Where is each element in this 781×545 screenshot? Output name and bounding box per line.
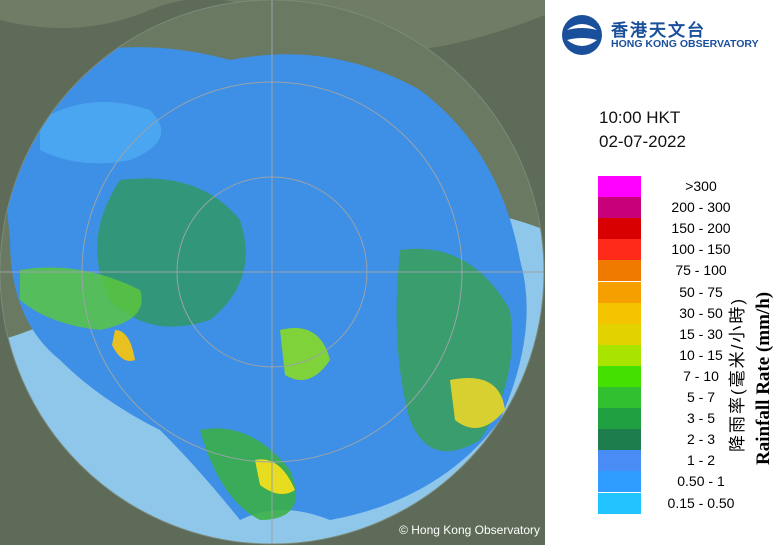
legend-title-english: Rainfall Rate (mm/h) — [753, 291, 774, 465]
legend-label: 100 - 150 — [671, 241, 731, 258]
legend-label: 200 - 300 — [671, 199, 731, 216]
legend-label: 0.15 - 0.50 — [667, 494, 735, 511]
legend-swatch — [598, 218, 641, 240]
legend-label: 1 - 2 — [686, 452, 715, 469]
legend-label: 150 - 200 — [671, 220, 731, 237]
legend-label: 5 - 7 — [686, 389, 715, 405]
legend-label: >300 — [685, 178, 717, 194]
legend-swatch — [598, 302, 641, 324]
legend-label: 2 - 3 — [686, 431, 715, 448]
legend-swatch — [598, 429, 641, 451]
legend-label: 30 - 50 — [679, 304, 723, 321]
legend-swatch — [598, 492, 641, 514]
legend-swatch — [598, 408, 641, 430]
legend-swatch — [598, 281, 641, 303]
legend-swatch — [598, 471, 641, 493]
date: 02-07-2022 — [599, 132, 686, 151]
rain-moderate — [20, 267, 142, 330]
legend-label: 50 - 75 — [679, 283, 723, 300]
legend-swatch — [598, 323, 641, 345]
radar-disc — [0, 0, 544, 544]
legend-swatch — [598, 344, 641, 366]
legend-label: 7 - 10 — [683, 367, 719, 384]
logo-english: HONG KONG OBSERVATORY — [611, 38, 759, 50]
legend-swatch — [598, 365, 641, 387]
rain-heavy — [112, 330, 135, 361]
rain-moderate — [280, 328, 330, 380]
legend-label: 75 - 100 — [675, 262, 727, 279]
legend-label: 10 - 15 — [679, 346, 723, 363]
legend-swatch — [598, 450, 641, 472]
copyright: © Hong Kong Observatory — [399, 523, 540, 537]
radar-edge — [0, 0, 545, 545]
legend-swatch — [598, 239, 641, 261]
legend-swatch — [598, 176, 641, 197]
logo-chinese: 香港天文台 — [611, 21, 706, 40]
legend-swatch — [598, 387, 641, 408]
rain-area — [6, 47, 527, 521]
legend-title-chinese: 降雨率(毫米/小時) — [728, 296, 747, 452]
time: 10:00 HKT — [599, 108, 681, 127]
legend-label: 15 - 30 — [679, 325, 723, 342]
legend-label: 3 - 5 — [686, 410, 715, 427]
radar-map: © Hong Kong Observatory — [0, 0, 545, 545]
legend-swatch — [598, 260, 641, 282]
rain-heavy — [255, 459, 295, 494]
rain-area — [40, 102, 162, 164]
side-panel: 香港天文台 HONG KONG OBSERVATORY 10:00 HKT 02… — [545, 0, 781, 545]
legend-label: 0.50 - 1 — [677, 473, 725, 490]
logo-icon — [562, 15, 602, 55]
legend-swatch — [598, 197, 641, 219]
rain-heavy — [450, 378, 505, 428]
